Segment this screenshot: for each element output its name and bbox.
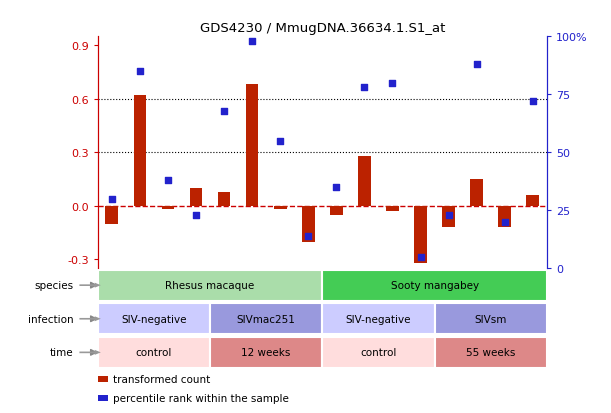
Text: SIV-negative: SIV-negative xyxy=(346,314,411,324)
Point xyxy=(247,38,257,45)
Bar xyxy=(302,206,315,242)
FancyBboxPatch shape xyxy=(434,337,547,368)
Text: infection: infection xyxy=(27,314,73,324)
Point xyxy=(472,62,481,68)
FancyBboxPatch shape xyxy=(210,337,323,368)
Point xyxy=(219,108,229,114)
FancyBboxPatch shape xyxy=(210,304,323,335)
Bar xyxy=(358,157,371,206)
Text: SIVmac251: SIVmac251 xyxy=(236,314,296,324)
Text: 12 weeks: 12 weeks xyxy=(241,347,291,358)
Point xyxy=(163,178,173,184)
Bar xyxy=(442,206,455,228)
Bar xyxy=(189,189,202,206)
Point xyxy=(135,69,145,75)
FancyBboxPatch shape xyxy=(98,270,323,301)
FancyBboxPatch shape xyxy=(323,337,434,368)
Bar xyxy=(162,206,174,210)
Point xyxy=(444,212,453,219)
Bar xyxy=(98,395,108,401)
Bar xyxy=(414,206,427,263)
FancyBboxPatch shape xyxy=(323,304,434,335)
Title: GDS4230 / MmugDNA.36634.1.S1_at: GDS4230 / MmugDNA.36634.1.S1_at xyxy=(200,21,445,35)
FancyBboxPatch shape xyxy=(98,304,210,335)
Text: control: control xyxy=(136,347,172,358)
Point xyxy=(331,184,341,191)
FancyBboxPatch shape xyxy=(323,270,547,301)
Bar xyxy=(386,206,399,212)
Text: SIV-negative: SIV-negative xyxy=(121,314,186,324)
Text: control: control xyxy=(360,347,397,358)
Bar xyxy=(106,206,118,224)
Text: Sooty mangabey: Sooty mangabey xyxy=(390,280,478,290)
Bar xyxy=(98,376,108,382)
Bar xyxy=(218,192,230,206)
Point xyxy=(304,233,313,240)
Point xyxy=(415,254,425,261)
FancyBboxPatch shape xyxy=(434,304,547,335)
Point xyxy=(359,85,369,91)
Bar xyxy=(470,180,483,206)
Point xyxy=(107,196,117,202)
Text: Rhesus macaque: Rhesus macaque xyxy=(166,280,255,290)
Point xyxy=(387,80,397,87)
Bar xyxy=(134,96,146,206)
Point xyxy=(528,99,538,105)
Text: transformed count: transformed count xyxy=(114,374,211,384)
Bar xyxy=(274,206,287,210)
Point xyxy=(191,212,201,219)
Bar xyxy=(499,206,511,228)
Bar xyxy=(330,206,343,215)
Text: time: time xyxy=(49,347,73,358)
Bar xyxy=(246,85,258,206)
Point xyxy=(276,138,285,145)
Text: species: species xyxy=(34,280,73,290)
Text: percentile rank within the sample: percentile rank within the sample xyxy=(114,393,290,403)
Bar xyxy=(527,196,539,206)
FancyBboxPatch shape xyxy=(98,337,210,368)
Point xyxy=(500,219,510,226)
Text: SIVsm: SIVsm xyxy=(475,314,507,324)
Text: 55 weeks: 55 weeks xyxy=(466,347,516,358)
